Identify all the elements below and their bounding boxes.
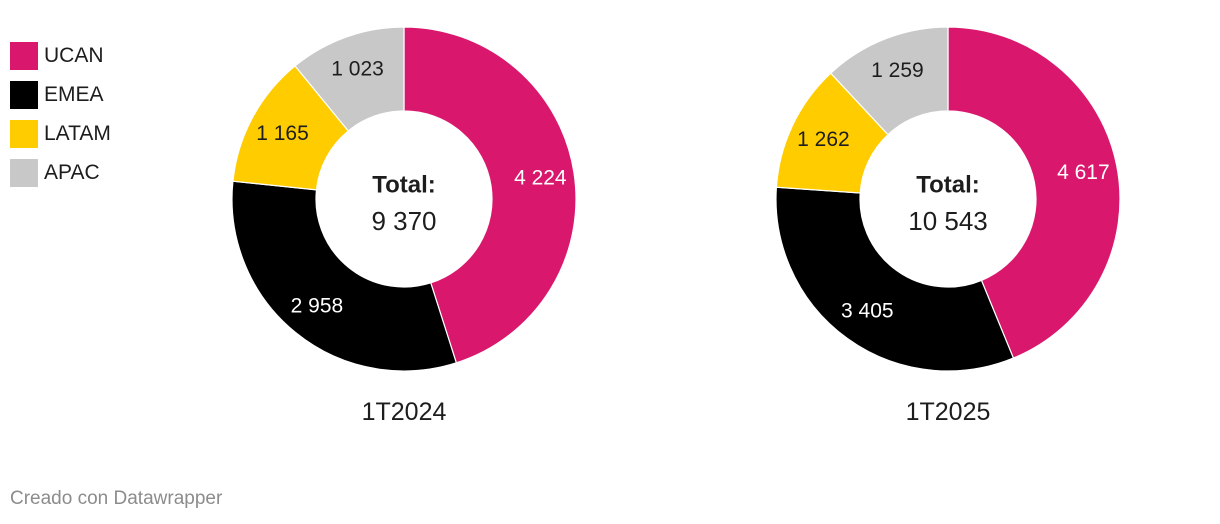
slice-apac bbox=[829, 26, 949, 136]
legend-label-emea: EMEA bbox=[44, 83, 104, 106]
legend: UCAN EMEA LATAM APAC bbox=[10, 42, 111, 198]
slice-apac bbox=[294, 26, 405, 132]
slice-emea bbox=[775, 186, 1015, 372]
chart-title: 1T2025 bbox=[906, 398, 991, 426]
footer-credit: Creado con Datawrapper bbox=[10, 488, 223, 509]
legend-label-ucan: UCAN bbox=[44, 44, 104, 67]
center-label: Total: bbox=[916, 172, 980, 199]
legend-item-latam: LATAM bbox=[10, 120, 111, 148]
legend-label-latam: LATAM bbox=[44, 122, 111, 145]
center-label: Total: bbox=[372, 172, 436, 199]
legend-item-emea: EMEA bbox=[10, 81, 111, 109]
legend-item-apac: APAC bbox=[10, 159, 111, 187]
center-value: 9 370 bbox=[371, 206, 436, 236]
donut-chart-1: 4 224 2 958 1 165 1 023 Total: 9 370 1T2024 bbox=[231, 26, 577, 426]
center-value: 10 543 bbox=[908, 206, 988, 236]
data-label-ucan: 4 224 bbox=[514, 166, 567, 189]
legend-swatch-emea bbox=[10, 81, 38, 109]
slice-ucan bbox=[947, 26, 1121, 359]
data-label-latam: 1 262 bbox=[797, 128, 850, 151]
slice-ucan bbox=[403, 26, 577, 364]
legend-swatch-latam bbox=[10, 120, 38, 148]
legend-swatch-apac bbox=[10, 159, 38, 187]
donut-chart-2: 4 617 3 405 1 262 1 259 Total: 10 543 1T2025 bbox=[775, 26, 1121, 426]
data-label-apac: 1 259 bbox=[871, 59, 924, 82]
slice-emea bbox=[231, 180, 458, 372]
data-label-latam: 1 165 bbox=[256, 122, 309, 145]
data-label-ucan: 4 617 bbox=[1057, 161, 1110, 184]
legend-label-apac: APAC bbox=[44, 161, 100, 184]
chart-title: 1T2024 bbox=[362, 398, 447, 426]
legend-item-ucan: UCAN bbox=[10, 42, 111, 70]
data-label-apac: 1 023 bbox=[331, 58, 384, 81]
data-label-emea: 2 958 bbox=[291, 295, 344, 318]
legend-swatch-ucan bbox=[10, 42, 38, 70]
data-label-emea: 3 405 bbox=[841, 299, 894, 322]
donut-charts: 4 224 2 958 1 165 1 023 Total: 9 370 1T2024 4 6… bbox=[231, 26, 1121, 426]
